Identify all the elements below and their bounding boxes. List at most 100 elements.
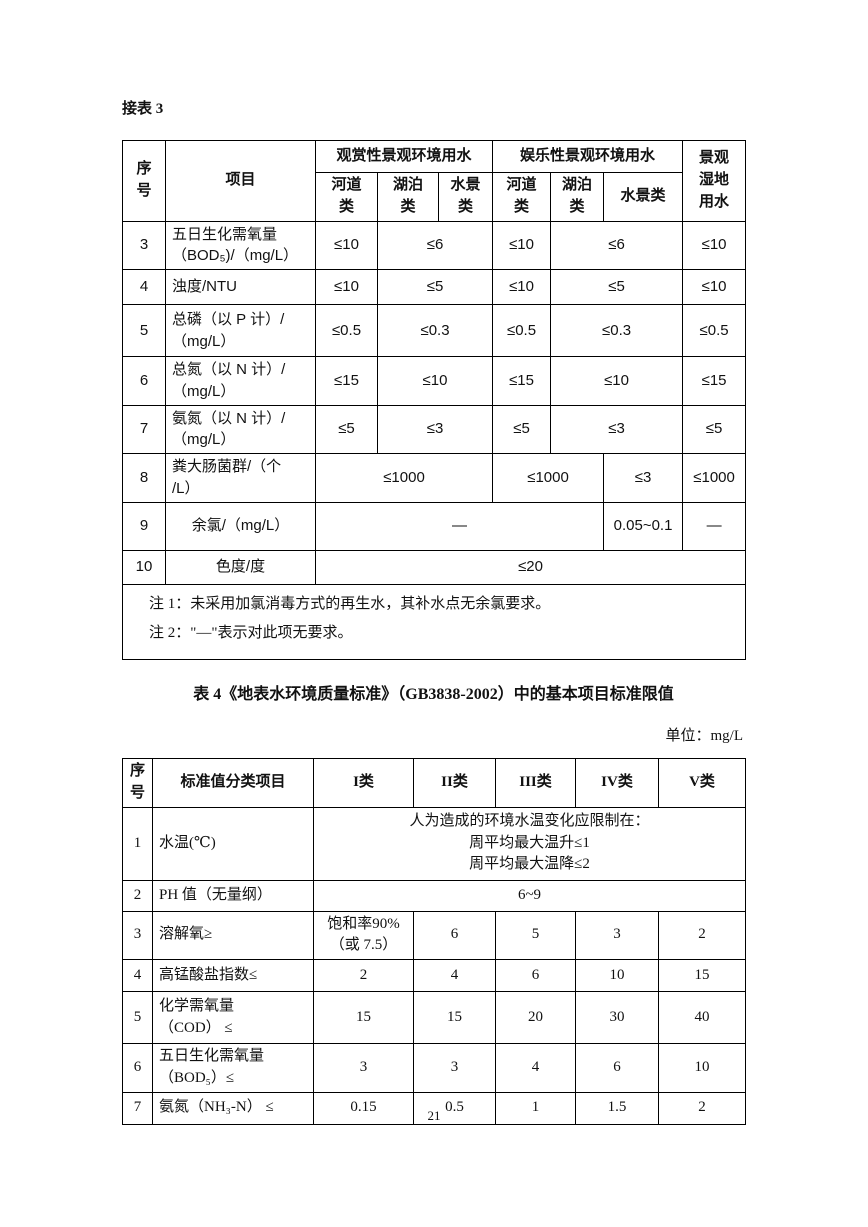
value-cell: ≤10 bbox=[376, 356, 494, 406]
continuation-label: 接表 3 bbox=[122, 101, 164, 117]
table-notes-row: 注 1：未采用加氯消毒方式的再生水，其补水点无余氯要求。 注 2："—"表示对此… bbox=[121, 583, 747, 660]
value-cell: 2 bbox=[313, 959, 414, 992]
value-cell: 10 bbox=[658, 1043, 746, 1093]
value-cell: ≤10 bbox=[492, 269, 552, 305]
table-notes: 注 1：未采用加氯消毒方式的再生水，其补水点无余氯要求。 注 2："—"表示对此… bbox=[121, 583, 747, 660]
value-cell: ≤5 bbox=[682, 404, 747, 454]
column-header-river-1: 河道 类 bbox=[315, 172, 378, 222]
value-cell: ≤5 bbox=[315, 404, 378, 454]
item-cell: 浊度/NTU bbox=[165, 269, 316, 305]
table-row: 4 高锰酸盐指数≤ 2 4 6 10 15 bbox=[122, 959, 746, 992]
column-header-class-2: II类 bbox=[413, 758, 496, 808]
value-cell: ≤10 bbox=[492, 220, 552, 270]
value-cell: ≤6 bbox=[376, 220, 494, 270]
column-header-lake-2: 湖泊 类 bbox=[550, 172, 605, 222]
value-cell: 饱和率90% （或 7.5） bbox=[313, 910, 414, 960]
item-cell: 化学需氧量 （COD） ≤ bbox=[152, 991, 314, 1044]
table-4-surface-water-standards: 序 号 标准值分类项目 I类 II类 III类 IV类 V类 1 水温(℃) 人… bbox=[122, 758, 746, 1125]
table-3-header-row-groups: 序 号 项目 观赏性景观环境用水 娱乐性景观环境用水 景观 湿地 用水 bbox=[122, 140, 747, 222]
column-header-waterscape-2: 水景类 bbox=[603, 172, 684, 222]
table-row: 4 浊度/NTU ≤10 ≤5 ≤10 ≤5 ≤10 bbox=[122, 269, 747, 305]
page-content: 接表 3 序 号 项目 观赏性景观环境用水 娱乐性景观环境用水 景观 湿地 用水… bbox=[121, 97, 747, 1125]
item-cell: 总磷（以 P 计）/ （mg/L） bbox=[165, 304, 316, 357]
seq-cell: 4 bbox=[122, 959, 153, 992]
value-cell: 6 bbox=[575, 1043, 659, 1093]
value-cell: ≤0.5 bbox=[682, 304, 747, 357]
value-cell: ≤10 bbox=[315, 269, 378, 305]
value-cell: 1 bbox=[495, 1091, 576, 1125]
column-header-item: 标准值分类项目 bbox=[152, 758, 314, 808]
table-row: 5 化学需氧量 （COD） ≤ 15 15 20 30 40 bbox=[122, 991, 746, 1044]
table-row: 7 氨氮（NH₃-N） ≤ 0.15 0.5 1 1.5 2 bbox=[122, 1091, 746, 1125]
column-header-class-4: IV类 bbox=[575, 758, 659, 808]
item-cell: 高锰酸盐指数≤ bbox=[152, 959, 314, 992]
value-cell: 3 bbox=[413, 1043, 496, 1093]
column-header-item: 项目 bbox=[165, 140, 316, 222]
item-cell: 色度/度 bbox=[165, 549, 316, 585]
column-header-seq: 序 号 bbox=[122, 758, 153, 808]
value-cell: ≤10 bbox=[682, 220, 747, 270]
item-cell: 水温(℃) bbox=[152, 806, 314, 881]
column-group-ornamental: 观赏性景观环境用水 bbox=[314, 140, 494, 173]
value-cell: ≤3 bbox=[550, 404, 684, 454]
value-cell: 5 bbox=[495, 910, 576, 960]
value-cell: ≤5 bbox=[376, 269, 494, 305]
note-2: 注 2："—"表示对此项无要求。 bbox=[149, 625, 353, 642]
seq-cell: 8 bbox=[122, 453, 166, 503]
table-row: 7 氨氮（以 N 计）/ （mg/L） ≤5 ≤3 ≤5 ≤3 ≤5 bbox=[122, 404, 747, 454]
value-cell: — bbox=[314, 501, 605, 551]
item-cell: 氨氮（以 N 计）/ （mg/L） bbox=[165, 404, 316, 454]
value-cell: 2 bbox=[658, 1091, 746, 1125]
value-cell: ≤15 bbox=[492, 356, 552, 406]
column-header-class-1: I类 bbox=[313, 758, 414, 808]
value-cell: ≤15 bbox=[315, 356, 378, 406]
column-header-wetland: 景观 湿地 用水 bbox=[682, 140, 747, 222]
seq-cell: 3 bbox=[122, 910, 153, 960]
table-row: 3 溶解氧≥ 饱和率90% （或 7.5） 6 5 3 2 bbox=[122, 910, 746, 960]
value-cell: ≤10 bbox=[682, 269, 747, 305]
table-row: 1 水温(℃) 人为造成的环境水温变化应限制在： 周平均最大温升≤1 周平均最大… bbox=[122, 806, 746, 881]
item-cell: 五日生化需氧量 （BOD₅）≤ bbox=[152, 1043, 314, 1093]
item-cell: 溶解氧≥ bbox=[152, 910, 314, 960]
table-row: 6 总氮（以 N 计）/ （mg/L） ≤15 ≤10 ≤15 ≤10 ≤15 bbox=[122, 356, 747, 406]
seq-cell: 10 bbox=[122, 549, 166, 585]
value-cell: 4 bbox=[413, 959, 496, 992]
value-cell: 2 bbox=[658, 910, 746, 960]
value-cell: 6 bbox=[413, 910, 496, 960]
seq-cell: 9 bbox=[122, 501, 166, 551]
item-cell: PH 值（无量纲） bbox=[152, 879, 314, 912]
seq-cell: 1 bbox=[122, 806, 153, 881]
note-1: 注 1：未采用加氯消毒方式的再生水，其补水点无余氯要求。 bbox=[149, 595, 551, 612]
item-cell: 粪大肠菌群/（个 /L） bbox=[165, 453, 316, 503]
seq-cell: 3 bbox=[122, 220, 166, 270]
value-cell: ≤0.5 bbox=[315, 304, 378, 357]
value-cell: 3 bbox=[313, 1043, 414, 1093]
value-cell: 0.15 bbox=[313, 1091, 414, 1125]
table-row: 3 五日生化需氧量 （BOD₅)/（mg/L） ≤10 ≤6 ≤10 ≤6 ≤1… bbox=[122, 220, 747, 270]
value-cell: 30 bbox=[575, 991, 659, 1044]
value-cell: ≤0.5 bbox=[492, 304, 552, 357]
page-number: 21 bbox=[427, 1108, 441, 1123]
table-row: 9 余氯/（mg/L） — 0.05~0.1 — bbox=[122, 501, 747, 551]
seq-cell: 6 bbox=[122, 356, 166, 406]
value-cell: ≤3 bbox=[603, 453, 684, 503]
table-4-header-row: 序 号 标准值分类项目 I类 II类 III类 IV类 V类 bbox=[122, 758, 746, 808]
value-cell: ≤5 bbox=[492, 404, 552, 454]
table-row: 6 五日生化需氧量 （BOD₅）≤ 3 3 4 6 10 bbox=[122, 1043, 746, 1093]
item-cell: 总氮（以 N 计）/ （mg/L） bbox=[165, 356, 316, 406]
seq-cell: 5 bbox=[122, 991, 153, 1044]
item-cell: 余氯/（mg/L） bbox=[165, 501, 316, 551]
value-cell: 20 bbox=[495, 991, 576, 1044]
table-row: 8 粪大肠菌群/（个 /L） ≤1000 ≤1000 ≤3 ≤1000 bbox=[122, 453, 747, 503]
column-header-waterscape-1: 水景 类 bbox=[437, 172, 494, 222]
item-cell: 氨氮（NH₃-N） ≤ bbox=[152, 1091, 314, 1125]
value-cell: 0.5 bbox=[413, 1091, 496, 1125]
column-group-recreational: 娱乐性景观环境用水 bbox=[492, 140, 684, 173]
table-row: 2 PH 值（无量纲） 6~9 bbox=[122, 879, 746, 912]
value-cell: 人为造成的环境水温变化应限制在： 周平均最大温升≤1 周平均最大温降≤2 bbox=[313, 806, 746, 881]
table-3-header-row-sub: 河道 类 湖泊 类 水景 类 河道 类 湖泊 类 水景类 bbox=[123, 172, 746, 222]
value-cell: 3 bbox=[575, 910, 659, 960]
value-cell: 15 bbox=[413, 991, 496, 1044]
value-cell: 4 bbox=[495, 1043, 576, 1093]
